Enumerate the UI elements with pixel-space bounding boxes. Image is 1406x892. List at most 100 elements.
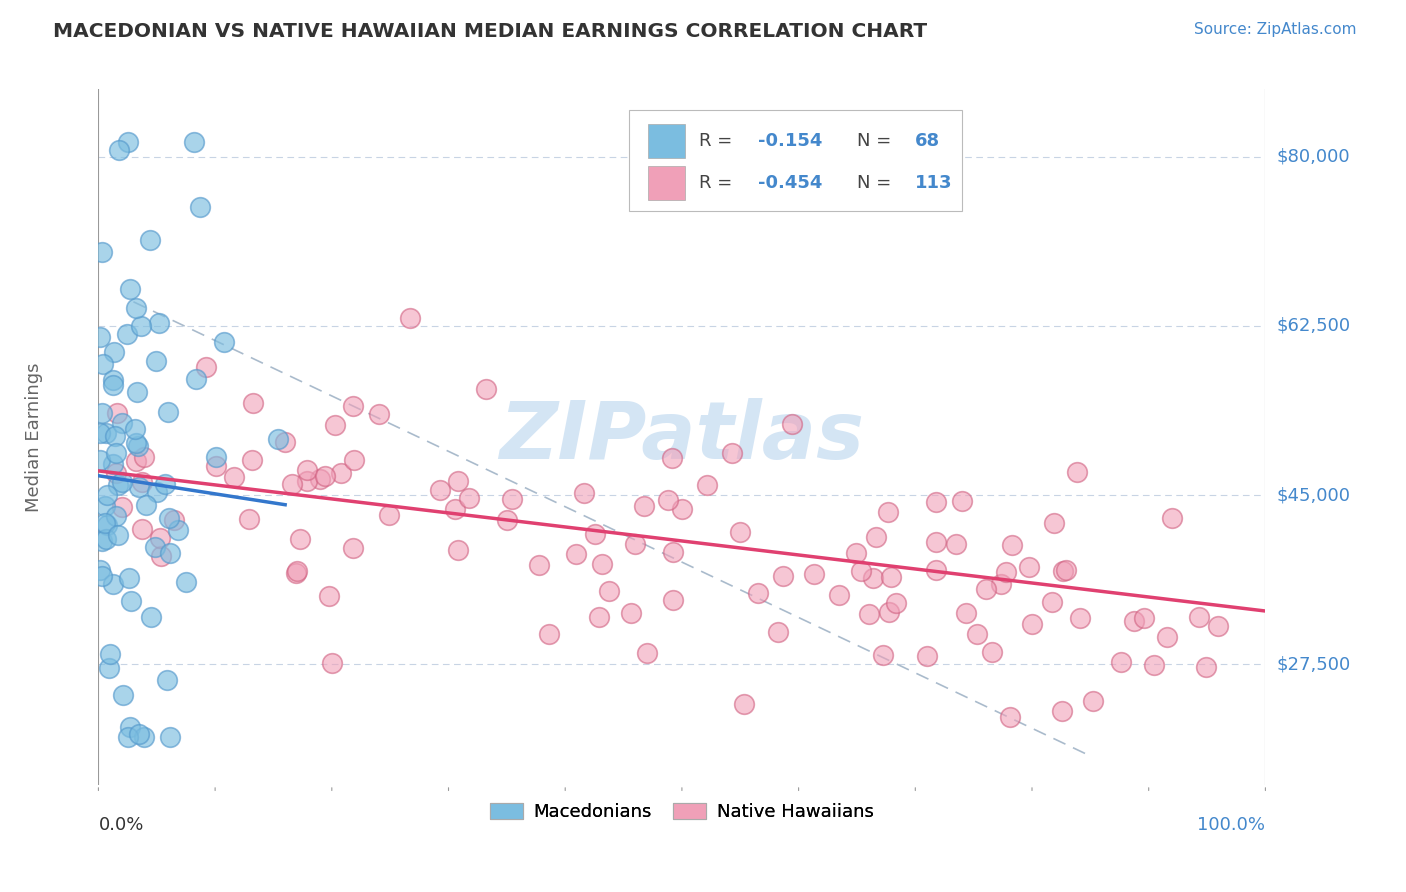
- Point: [90, 244, 112, 259]
- Point: [295, 474, 318, 488]
- Point: [146, 485, 169, 500]
- Point: [1161, 511, 1184, 525]
- Point: [103, 344, 125, 359]
- Point: [862, 571, 884, 585]
- Legend: Macedonians, Native Hawaiians: Macedonians, Native Hawaiians: [482, 796, 882, 828]
- Point: [103, 378, 125, 392]
- Text: ZIPatlas: ZIPatlas: [499, 398, 865, 476]
- Point: [135, 498, 157, 512]
- Point: [176, 575, 198, 590]
- Point: [444, 502, 467, 516]
- Point: [803, 566, 825, 581]
- Point: [537, 627, 560, 641]
- Point: [662, 593, 685, 607]
- Point: [97, 660, 120, 674]
- Point: [105, 508, 128, 523]
- Point: [149, 549, 172, 563]
- Point: [159, 730, 181, 744]
- Point: [107, 477, 129, 491]
- Point: [529, 558, 551, 572]
- Point: [671, 502, 693, 516]
- Point: [880, 570, 903, 584]
- Point: [367, 407, 389, 421]
- Point: [148, 316, 170, 330]
- Point: [780, 417, 803, 432]
- Point: [117, 571, 139, 585]
- Text: R =: R =: [699, 132, 738, 151]
- Point: [1052, 564, 1074, 578]
- Point: [105, 446, 128, 460]
- FancyBboxPatch shape: [648, 124, 685, 159]
- Point: [285, 564, 308, 578]
- Point: [186, 372, 208, 386]
- Point: [308, 472, 330, 486]
- Point: [1206, 619, 1229, 633]
- Point: [125, 435, 148, 450]
- Point: [447, 542, 470, 557]
- Point: [565, 547, 588, 561]
- Point: [101, 576, 124, 591]
- Point: [190, 200, 212, 214]
- Point: [1188, 610, 1211, 624]
- Point: [284, 566, 307, 581]
- Point: [134, 730, 156, 744]
- Point: [138, 233, 160, 247]
- Point: [1133, 611, 1156, 625]
- Point: [107, 528, 129, 542]
- Point: [124, 422, 146, 436]
- Point: [342, 400, 364, 414]
- Point: [295, 463, 318, 477]
- Point: [183, 135, 205, 149]
- FancyBboxPatch shape: [630, 110, 962, 211]
- Text: -0.154: -0.154: [758, 132, 823, 151]
- Point: [633, 499, 655, 513]
- Point: [117, 730, 139, 744]
- Text: $45,000: $45,000: [1277, 486, 1351, 504]
- Point: [1050, 704, 1073, 718]
- Point: [314, 468, 336, 483]
- Point: [1000, 710, 1022, 724]
- Point: [98, 648, 121, 662]
- Point: [620, 606, 643, 620]
- Point: [120, 593, 142, 607]
- Point: [101, 373, 124, 387]
- Point: [242, 396, 264, 410]
- Point: [1042, 516, 1064, 531]
- Point: [657, 493, 679, 508]
- Point: [96, 517, 118, 532]
- Point: [501, 492, 523, 507]
- Point: [872, 648, 894, 662]
- Point: [267, 432, 290, 446]
- Point: [94, 425, 117, 440]
- Point: [127, 439, 149, 453]
- Text: N =: N =: [858, 174, 897, 192]
- Point: [728, 524, 751, 539]
- Point: [980, 645, 1002, 659]
- Point: [89, 426, 111, 441]
- Point: [91, 568, 114, 582]
- Point: [94, 533, 117, 547]
- Point: [378, 508, 401, 522]
- Point: [1001, 538, 1024, 552]
- Point: [107, 144, 129, 158]
- Text: 0.0%: 0.0%: [98, 816, 143, 834]
- Point: [399, 311, 422, 326]
- Point: [924, 563, 946, 577]
- Point: [733, 697, 755, 711]
- Point: [1109, 656, 1132, 670]
- Text: $80,000: $80,000: [1277, 148, 1350, 166]
- Point: [330, 466, 353, 480]
- Point: [93, 357, 115, 371]
- Point: [696, 477, 718, 491]
- Text: $27,500: $27,500: [1277, 655, 1351, 673]
- Point: [974, 582, 997, 596]
- Point: [429, 483, 451, 498]
- Point: [139, 610, 162, 624]
- Point: [877, 606, 900, 620]
- FancyBboxPatch shape: [648, 166, 685, 200]
- Point: [127, 384, 149, 399]
- Point: [145, 354, 167, 368]
- Point: [990, 576, 1012, 591]
- Point: [446, 475, 468, 489]
- Point: [155, 477, 177, 491]
